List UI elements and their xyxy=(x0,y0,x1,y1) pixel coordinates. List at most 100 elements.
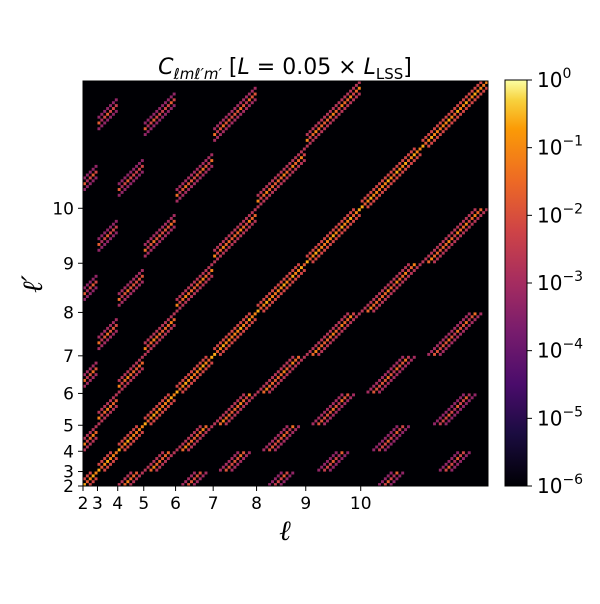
heatmap-cell xyxy=(273,292,277,296)
heatmap-cell xyxy=(412,263,416,267)
heatmap-cell xyxy=(467,451,471,455)
heatmap-cell xyxy=(245,107,248,110)
heatmap-cell xyxy=(135,274,139,278)
heatmap-cell xyxy=(149,462,153,466)
heatmap-cell xyxy=(172,219,176,223)
heatmap-cell xyxy=(369,300,373,304)
heatmap-cell xyxy=(268,483,272,487)
heatmap-cell xyxy=(172,318,176,322)
heatmap-cell xyxy=(117,384,121,388)
heatmap-cell xyxy=(308,257,312,261)
heatmap-cell xyxy=(88,182,92,186)
heatmap-cell xyxy=(221,124,225,128)
heatmap-cell xyxy=(132,167,136,171)
heatmap-cell xyxy=(221,350,225,353)
heatmap-cell xyxy=(389,373,393,377)
heatmap-cell xyxy=(207,156,211,160)
heatmap-cell xyxy=(242,98,246,102)
heatmap-cell xyxy=(140,367,144,371)
heatmap-cell xyxy=(288,358,292,362)
heatmap-cell xyxy=(294,266,298,270)
heatmap-cell xyxy=(375,300,379,304)
heatmap-cell xyxy=(320,350,324,353)
heatmap-cell xyxy=(470,321,474,325)
heatmap-cell xyxy=(430,350,434,353)
heatmap-cell xyxy=(334,109,338,113)
heatmap-cell xyxy=(337,454,341,458)
heatmap-cell xyxy=(236,451,240,455)
title-L: L xyxy=(238,55,250,80)
heatmap-cell xyxy=(236,410,240,414)
heatmap-cell xyxy=(132,173,136,177)
heatmap-cell xyxy=(386,283,390,287)
heatmap-cell xyxy=(288,173,292,177)
heatmap-cell xyxy=(85,433,89,437)
heatmap-cell xyxy=(444,422,448,426)
heatmap-cell xyxy=(85,381,89,385)
heatmap-cell xyxy=(276,381,280,385)
heatmap-cell xyxy=(152,112,156,116)
heatmap-cell xyxy=(169,95,173,99)
heatmap-cell xyxy=(343,101,347,105)
heatmap-cell xyxy=(129,367,133,371)
heatmap-cell xyxy=(392,364,396,368)
heatmap-cell xyxy=(430,257,434,261)
heatmap-cell xyxy=(97,243,101,246)
heatmap-cell xyxy=(276,433,280,437)
heatmap-cell xyxy=(230,231,234,235)
heatmap-cell xyxy=(456,462,460,466)
heatmap-cell xyxy=(161,451,165,455)
heatmap-cell xyxy=(334,115,338,119)
heatmap-cell xyxy=(320,338,324,342)
heatmap-cell xyxy=(190,283,193,287)
heatmap-cell xyxy=(166,109,170,113)
heatmap-cell xyxy=(386,376,390,380)
heatmap-cell xyxy=(117,188,121,191)
heatmap-cell xyxy=(83,188,86,191)
heatmap-cell xyxy=(435,257,439,261)
heatmap-cell xyxy=(299,266,303,270)
heatmap-cell xyxy=(91,428,95,432)
heatmap-cell xyxy=(155,329,159,333)
heatmap-cell xyxy=(172,214,176,218)
heatmap-cell xyxy=(311,260,315,264)
heatmap-cell xyxy=(123,477,127,481)
heatmap-cell xyxy=(459,326,463,330)
heatmap-cell xyxy=(135,361,139,365)
heatmap-cell xyxy=(111,396,115,400)
heatmap-cell xyxy=(415,266,419,270)
heatmap-cell xyxy=(85,283,89,287)
heatmap-cell xyxy=(453,112,457,116)
heatmap-cell xyxy=(433,260,436,264)
heatmap-cell xyxy=(369,190,373,194)
heatmap-cell xyxy=(447,413,451,417)
heatmap-cell xyxy=(152,338,156,342)
heatmap-cell xyxy=(395,361,399,365)
heatmap-cell xyxy=(282,376,286,380)
heatmap-cell xyxy=(221,419,225,423)
heatmap-cell xyxy=(172,92,176,96)
heatmap-cell xyxy=(109,225,112,229)
heatmap-cell xyxy=(239,454,243,458)
heatmap-cell xyxy=(392,474,396,478)
heatmap-cell xyxy=(175,309,179,313)
heatmap-cell xyxy=(233,228,237,232)
heatmap-cell xyxy=(100,459,104,463)
heatmap-cell xyxy=(401,355,405,359)
heatmap-cell xyxy=(404,266,408,270)
heatmap-cell xyxy=(137,173,141,177)
heatmap-cell xyxy=(158,240,162,244)
heatmap-cell xyxy=(120,185,124,189)
heatmap-cell xyxy=(216,245,220,249)
heatmap-cell xyxy=(375,306,379,310)
heatmap-cell xyxy=(126,474,130,478)
heatmap-cell xyxy=(273,477,277,481)
heatmap-cell xyxy=(137,428,141,432)
heatmap-cell xyxy=(317,352,321,356)
heatmap-cell xyxy=(239,234,243,238)
heatmap-cell xyxy=(476,83,480,87)
heatmap-cell xyxy=(441,240,445,244)
heatmap-cell xyxy=(265,445,269,449)
heatmap-cell xyxy=(97,422,101,426)
heatmap-cell xyxy=(120,445,124,449)
